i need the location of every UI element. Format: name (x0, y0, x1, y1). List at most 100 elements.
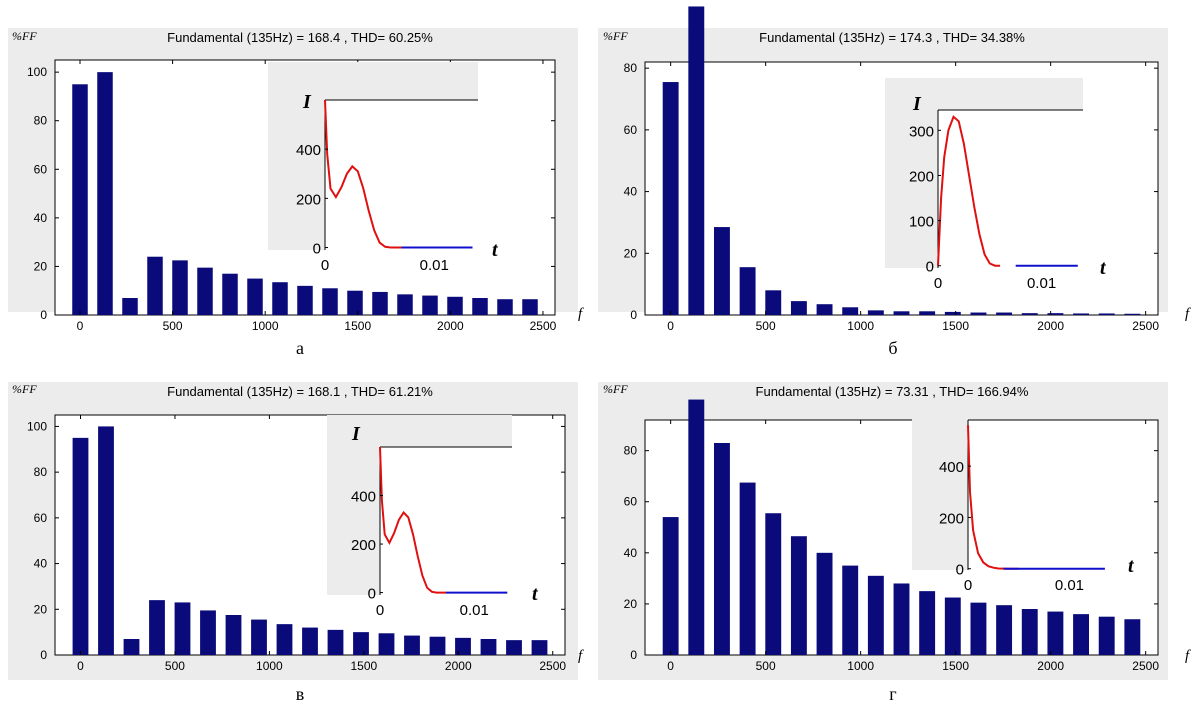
bar (1047, 313, 1064, 315)
bar (327, 629, 344, 655)
bar (739, 267, 756, 315)
bar (422, 295, 438, 315)
bar (397, 294, 413, 315)
chart-panel-v: Fundamental (135Hz) = 168.1 , THD= 61.21… (8, 382, 584, 704)
inset-x-tick-label: 0 (934, 275, 942, 292)
y-tick-label: 20 (34, 602, 48, 616)
inset-series-line (324, 99, 402, 249)
bar (429, 636, 446, 655)
bar (404, 635, 420, 655)
bar (944, 597, 961, 655)
inset-x-tick-label: 0 (964, 577, 972, 594)
y-tick-label: 100 (27, 65, 47, 79)
inset-y-tick-label: 0 (956, 562, 964, 579)
y-tick-label: 0 (40, 308, 47, 322)
y-tick-label: 80 (624, 61, 638, 75)
bar (147, 256, 163, 315)
bar (816, 304, 833, 315)
x-tick-label: 0 (77, 319, 84, 333)
bar (172, 260, 188, 315)
bar (506, 640, 522, 655)
x-tick-label: 2000 (445, 659, 472, 673)
inset-series-line (937, 115, 1001, 267)
inset-plot-area (938, 110, 1083, 268)
bar (1047, 611, 1064, 655)
inset-plot-area (325, 100, 478, 250)
bar (688, 6, 705, 316)
bar (372, 291, 388, 315)
x-tick-label: 1500 (344, 319, 371, 333)
bar (867, 310, 884, 315)
bar (944, 311, 961, 315)
inset-x-axis-label: t (1100, 257, 1107, 279)
bar (739, 482, 756, 655)
bar (790, 301, 807, 315)
x-tick-label: 1000 (847, 659, 874, 673)
inset-chart: 0 0.01 0 200 400 It (268, 62, 499, 274)
bar (98, 426, 114, 655)
bar (1124, 313, 1141, 315)
bar (996, 312, 1013, 315)
inset-y-tick-label: 100 (909, 214, 934, 231)
x-tick-label: 1500 (942, 659, 969, 673)
bar (688, 399, 705, 655)
y-tick-label: 40 (624, 546, 638, 560)
bar (765, 513, 782, 655)
inset-x-tick-label: 0.01 (1027, 275, 1056, 292)
bar (72, 437, 89, 655)
bar (867, 575, 884, 655)
y-tick-label: 80 (624, 444, 638, 458)
bar (662, 517, 679, 655)
x-tick-label: 500 (756, 319, 776, 333)
x-tick-label: 0 (77, 659, 84, 673)
bar (276, 624, 293, 655)
bar (497, 299, 513, 315)
bar (1073, 614, 1090, 655)
x-tick-label: 2000 (437, 319, 464, 333)
bar (816, 552, 833, 655)
bar (455, 637, 471, 655)
bar (1098, 616, 1115, 655)
inset-chart: 0 0.01 0 200 400 It (327, 415, 539, 619)
bar (251, 619, 267, 655)
panel-label: г (889, 684, 896, 704)
inset-y-tick-label: 400 (296, 142, 321, 159)
bar (378, 633, 395, 655)
y-tick-label: 0 (630, 308, 637, 322)
bar (272, 282, 288, 315)
bar (353, 632, 369, 655)
y-tick-label: 40 (624, 185, 638, 199)
bar (197, 267, 213, 315)
x-tick-label: 2500 (1132, 659, 1159, 673)
y-tick-label: 100 (27, 419, 47, 433)
x-axis-label: f (578, 648, 584, 664)
x-tick-label: 1000 (847, 319, 874, 333)
inset-plot-area (380, 447, 512, 595)
y-tick-label: 60 (624, 123, 638, 137)
bar (122, 298, 138, 315)
inset-y-tick-label: 0 (313, 241, 321, 258)
x-tick-label: 500 (756, 659, 776, 673)
bar (302, 627, 318, 655)
inset-x-axis-label: t (492, 239, 499, 261)
y-axis-label: %FF (603, 382, 628, 396)
y-tick-label: 20 (624, 246, 638, 260)
x-tick-label: 0 (667, 319, 674, 333)
inset-x-axis-label: t (532, 583, 539, 605)
bar (790, 536, 807, 655)
bar (72, 84, 88, 316)
inset-y-tick-label: 200 (909, 168, 934, 185)
inset-y-tick-label: 200 (351, 537, 376, 554)
inset-x-tick-label: 0.01 (460, 602, 489, 619)
chart-panel-b: Fundamental (135Hz) = 174.3 , THD= 34.38… (598, 6, 1191, 358)
bar (842, 307, 859, 315)
bar (893, 311, 910, 315)
panel-label: в (296, 684, 305, 704)
bar (893, 583, 910, 655)
inset-plot-area (968, 420, 1110, 570)
inset-y-tick-label: 200 (939, 510, 964, 527)
inset-chart: 0 0.01 0 100 200 300 It (885, 78, 1107, 292)
bar (970, 312, 987, 315)
bar (225, 615, 242, 655)
inset-x-tick-label: 0.01 (420, 257, 449, 274)
